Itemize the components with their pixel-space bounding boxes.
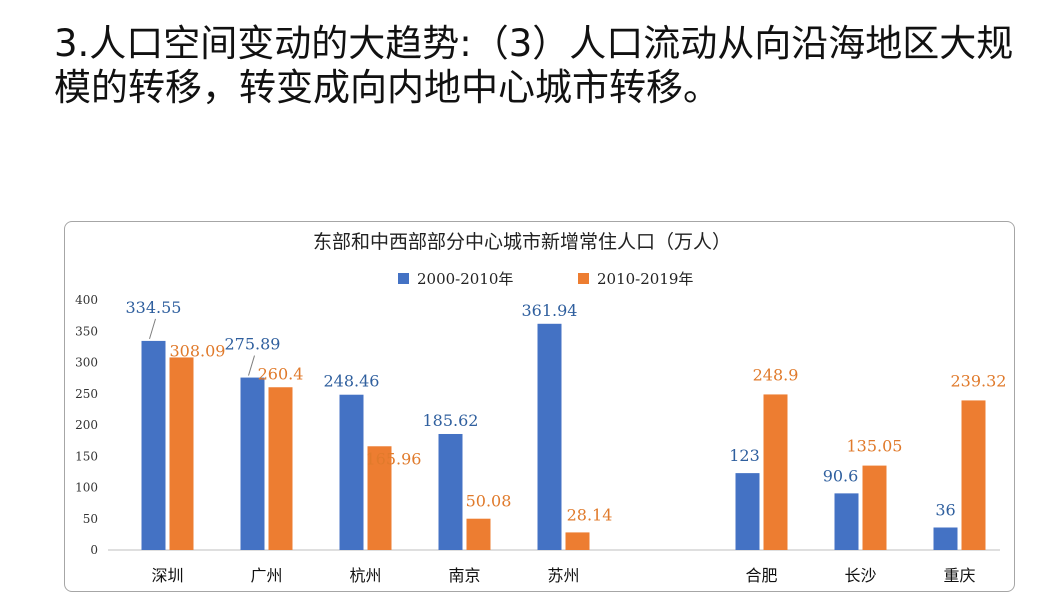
x-tick-label: 广州 [250, 566, 282, 585]
data-label: 36 [935, 501, 955, 520]
data-label: 28.14 [567, 505, 613, 524]
bar [268, 387, 293, 550]
x-tick-label: 长沙 [844, 566, 876, 585]
data-label: 248.46 [324, 372, 380, 391]
x-tick-label: 深圳 [151, 566, 183, 585]
y-axis: 0 50 100 150 200 250 300 350 400 [75, 293, 98, 557]
label-leader-line [149, 318, 156, 340]
bar [862, 465, 887, 550]
bar-series [141, 323, 986, 550]
bar [834, 493, 859, 550]
x-axis: 深圳 广州 杭州 南京 苏州 合肥 长沙 重庆 [108, 549, 1000, 585]
legend-label: 2000-2010年 [417, 270, 513, 288]
y-tick-label: 250 [75, 387, 98, 401]
x-tick-label: 南京 [448, 566, 480, 585]
bar [961, 400, 986, 550]
y-tick-label: 300 [75, 356, 98, 370]
bar [367, 446, 392, 550]
x-tick-label: 重庆 [943, 566, 975, 585]
data-label: 248.9 [753, 365, 799, 384]
x-tick-label: 合肥 [745, 566, 777, 585]
data-label: 308.09 [170, 341, 226, 360]
chart-title: 东部和中西部部分中心城市新增常住人口（万人） [313, 231, 731, 253]
bar [565, 532, 590, 550]
y-tick-label: 150 [75, 449, 98, 463]
legend-swatch [398, 273, 409, 284]
bar [763, 394, 788, 550]
bar [240, 377, 265, 550]
data-label: 361.94 [522, 301, 578, 320]
y-tick-label: 200 [75, 418, 98, 432]
data-label: 123 [729, 446, 760, 465]
bar [735, 473, 760, 550]
data-label: 260.4 [258, 364, 304, 383]
y-tick-label: 0 [90, 543, 98, 557]
bar [537, 323, 562, 550]
x-tick-label: 杭州 [349, 566, 381, 585]
x-tick-label: 苏州 [547, 566, 579, 585]
slide-title: 3.人口空间变动的大趋势:（3）人口流动从向沿海地区大规模的转移，转变成向内地中… [54, 22, 1014, 109]
data-label: 165.96 [366, 449, 422, 468]
data-label: 334.55 [126, 298, 182, 317]
data-label: 185.62 [423, 411, 479, 430]
legend-label: 2010-2019年 [597, 270, 693, 288]
data-label: 135.05 [847, 437, 903, 456]
bar [438, 433, 463, 550]
label-leader-lines [149, 318, 255, 376]
data-label: 275.89 [225, 335, 281, 354]
y-tick-label: 50 [83, 512, 98, 526]
bar [466, 518, 491, 550]
y-tick-label: 350 [75, 324, 98, 338]
legend-swatch [578, 273, 589, 284]
y-tick-label: 400 [75, 293, 98, 307]
bar [933, 527, 958, 550]
bar [339, 394, 364, 550]
data-label: 239.32 [951, 371, 1007, 390]
data-label: 50.08 [466, 492, 512, 511]
data-labels: 334.55 275.89 248.46 185.62 361.94 123 90.6 36 3… [126, 298, 1007, 525]
y-tick-label: 100 [75, 481, 98, 495]
bar [141, 340, 166, 550]
bar [169, 357, 194, 550]
data-label: 90.6 [823, 466, 859, 485]
label-leader-line [248, 355, 255, 376]
chart-legend: 2000-2010年 2010-2019年 [398, 270, 693, 288]
